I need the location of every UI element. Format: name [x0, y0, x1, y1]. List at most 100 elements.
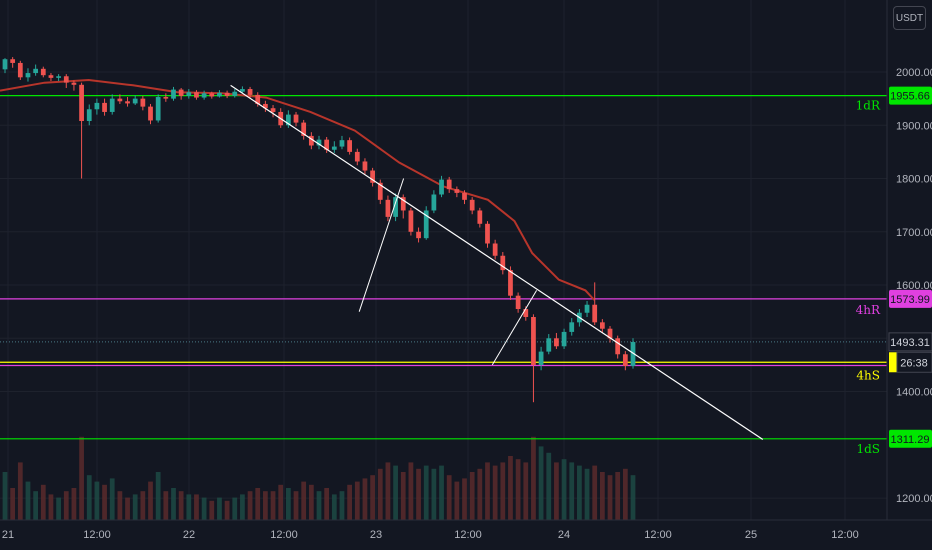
candle-body: [224, 92, 230, 96]
candle-body: [10, 59, 16, 63]
volume-bar: [446, 475, 452, 520]
volume-bar: [201, 497, 207, 520]
candle-body: [25, 73, 31, 78]
candle-body: [393, 197, 398, 217]
candle-body: [347, 140, 353, 152]
time-tick-label-1: 12:00: [83, 529, 111, 541]
candle-body: [40, 68, 46, 76]
volume-bar: [102, 484, 107, 520]
volume-bar: [523, 462, 529, 520]
candle-body: [569, 322, 575, 332]
volume-bar: [630, 475, 636, 520]
level-price-tag-4: [889, 429, 932, 448]
volume-bar: [171, 488, 176, 520]
candle-body: [622, 354, 628, 366]
candle-body: [584, 304, 590, 313]
volume-bar: [125, 497, 130, 520]
candle-body: [385, 199, 391, 217]
candle-body: [163, 97, 169, 99]
candle-body: [240, 89, 245, 92]
volume-bar: [140, 491, 146, 520]
volume-bar: [393, 465, 398, 520]
candle-body: [125, 101, 130, 104]
candle-body: [109, 98, 115, 112]
volume-bar: [40, 484, 46, 520]
time-axis[interactable]: 21 12:00 22 12:00 23 12:00 24 12:00 25 12:00: [2, 529, 859, 541]
currency-button[interactable]: USDT: [893, 6, 926, 30]
volume-bar: [439, 465, 444, 520]
time-tick-label-7: 12:00: [644, 529, 672, 541]
price-tick-label-2: 1800.00: [896, 174, 932, 186]
candle-body: [17, 62, 23, 78]
candle-body: [331, 146, 337, 150]
volume-bar: [370, 475, 375, 520]
candle-body: [523, 309, 529, 317]
volume-bar: [17, 462, 23, 520]
moving-average: [0, 78, 596, 301]
volume-bar: [2, 472, 8, 520]
level-price-tag-text-4: 1311.29: [891, 434, 930, 446]
price-tick-label-3: 1700.00: [896, 227, 932, 239]
volume-bar: [324, 488, 330, 520]
volume-bar: [247, 491, 253, 520]
volume-bar: [232, 497, 238, 520]
candle-body: [531, 316, 536, 365]
level-label-4: 1dS: [856, 442, 880, 456]
last-price-tag-text: 1493.31: [890, 337, 930, 349]
level-label-0: 1dR: [856, 99, 881, 113]
volume-bar: [178, 491, 184, 520]
time-tick-label-5: 12:00: [454, 529, 482, 541]
candle-body: [469, 199, 475, 211]
candle-body: [592, 304, 598, 323]
volume-bar: [469, 472, 475, 520]
volume-bar: [33, 491, 39, 520]
volume-bar: [431, 468, 437, 520]
time-tick-label-4: 23: [370, 529, 382, 541]
volume-bar: [224, 500, 230, 520]
candle-body: [263, 103, 268, 109]
volume-bar: [400, 472, 406, 520]
volume-bar: [538, 446, 544, 520]
volume-bar: [339, 491, 345, 520]
candle-body: [500, 255, 506, 271]
volume-bar: [377, 468, 383, 520]
candle-body: [293, 114, 299, 123]
candle-body: [416, 231, 421, 239]
volume-bar: [132, 494, 138, 520]
volume-bar: [592, 465, 598, 520]
candle-body: [140, 98, 146, 107]
candle-body: [56, 76, 61, 78]
volume-bar: [584, 468, 590, 520]
volume-bar: [25, 481, 31, 520]
candle-body: [270, 108, 276, 112]
volume-bar: [285, 488, 291, 520]
candle-body: [446, 179, 452, 190]
candle-body: [377, 182, 383, 200]
volume-bar: [492, 465, 498, 520]
volume-bar: [293, 491, 299, 520]
candle-body: [538, 351, 544, 365]
candle-body: [285, 114, 291, 126]
candle-body: [485, 223, 490, 244]
volume-bar: [385, 462, 391, 520]
volume-bar: [308, 484, 314, 520]
candle-body: [408, 210, 414, 232]
time-tick-label-6: 24: [558, 529, 570, 541]
candle-body: [33, 68, 39, 74]
volume-bar: [531, 436, 536, 520]
candle-body: [607, 328, 613, 339]
countdown-tag: [896, 351, 932, 373]
volume-bar: [416, 468, 421, 520]
time-tick-label-3: 12:00: [270, 529, 298, 541]
candle-body: [630, 342, 636, 366]
candle-body: [308, 135, 314, 146]
candle-body: [301, 122, 307, 136]
volume-bar: [255, 488, 261, 520]
volume-bar: [577, 465, 582, 520]
level-price-tag-text-0: 1955.66: [890, 91, 930, 103]
price-tick-label-1: 1900.00: [896, 120, 932, 132]
volume-bar: [186, 494, 192, 520]
countdown-tag-text: 26:38: [900, 357, 928, 369]
candlestick-series: [2, 57, 636, 403]
